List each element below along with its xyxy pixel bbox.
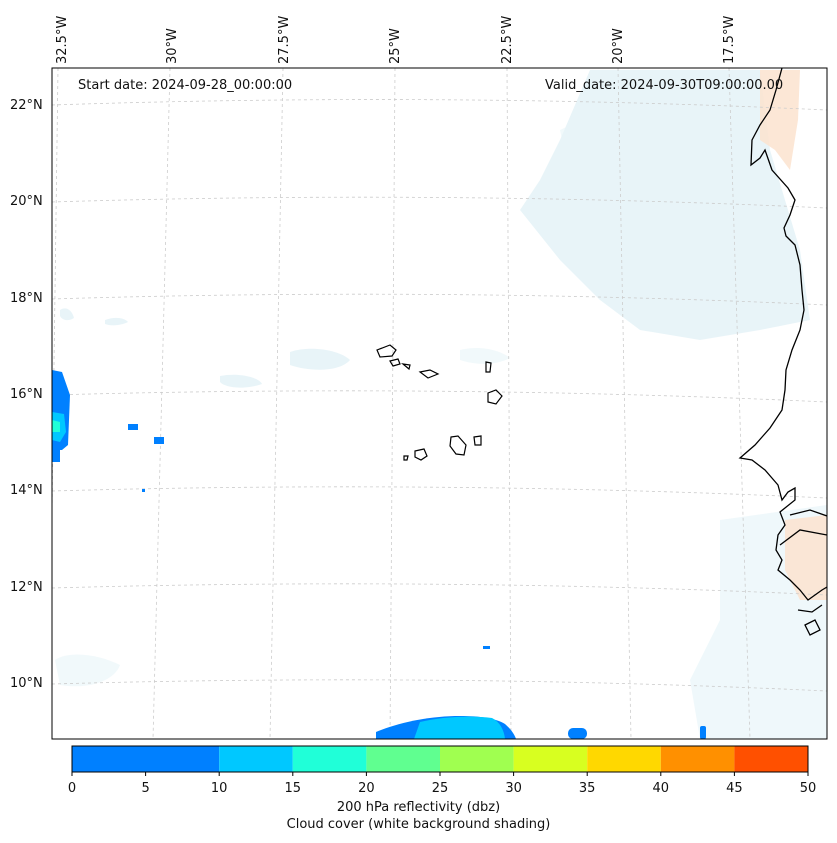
colorbar-tick-label: 40 — [652, 781, 670, 796]
colorbar — [71, 746, 809, 776]
colorbar-tick-label: 15 — [284, 781, 302, 796]
colorbar-segment — [292, 746, 367, 772]
lon-label: 25°W — [388, 28, 403, 64]
colorbar-tick-label: 30 — [505, 781, 522, 796]
colorbar-tick-label: 35 — [578, 781, 596, 796]
lat-label: 12°N — [10, 580, 43, 595]
colorbar-tick-label: 10 — [210, 781, 228, 796]
colorbar-subtitle: Cloud cover (white background shading) — [286, 817, 551, 832]
lat-label: 20°N — [10, 194, 43, 209]
colorbar-tick-label: 50 — [799, 781, 817, 796]
colorbar-tick-label: 45 — [726, 781, 743, 796]
lat-label: 10°N — [10, 676, 43, 691]
valid-date-label: Valid_date: 2024-09-30T09:00:00.00 — [545, 78, 784, 93]
lat-label: 14°N — [10, 483, 43, 498]
lon-label: 17.5°W — [722, 15, 737, 64]
islands — [376, 344, 503, 461]
start-date-label: Start date: 2024-09-28_00:00:00 — [78, 78, 293, 93]
colorbar-border — [71, 745, 809, 773]
graticule — [52, 68, 827, 739]
colorbar-segment — [219, 746, 293, 772]
lon-label: 20°W — [611, 28, 626, 64]
lat-label: 22°N — [10, 98, 43, 113]
colorbar-segment — [734, 746, 808, 772]
colorbar-segment — [72, 746, 220, 772]
lon-label: 27.5°W — [277, 15, 292, 64]
colorbar-tick-label: 0 — [67, 781, 77, 796]
colorbar-tick-label: 25 — [431, 781, 449, 796]
colorbar-segment — [513, 746, 588, 772]
map-border — [51, 67, 828, 740]
lon-label: 32.5°W — [55, 15, 70, 64]
lat-label: 16°N — [10, 387, 43, 402]
colorbar-tick-label: 20 — [358, 781, 375, 796]
lon-label: 22.5°W — [500, 15, 515, 64]
colorbar-segment — [366, 746, 440, 772]
lon-label: 30°W — [165, 28, 180, 64]
cloud-cover-shading — [55, 70, 827, 739]
colorbar-title: 200 hPa reflectivity (dbz) — [336, 800, 501, 815]
colorbar-segment — [587, 746, 661, 772]
coastline — [738, 68, 827, 636]
colorbar-segment — [440, 746, 514, 772]
lat-label: 18°N — [10, 291, 43, 306]
reflectivity-patches — [52, 370, 706, 739]
colorbar-segment — [660, 746, 735, 772]
land-warm-shading — [760, 70, 827, 600]
colorbar-tick-label: 5 — [141, 781, 150, 796]
